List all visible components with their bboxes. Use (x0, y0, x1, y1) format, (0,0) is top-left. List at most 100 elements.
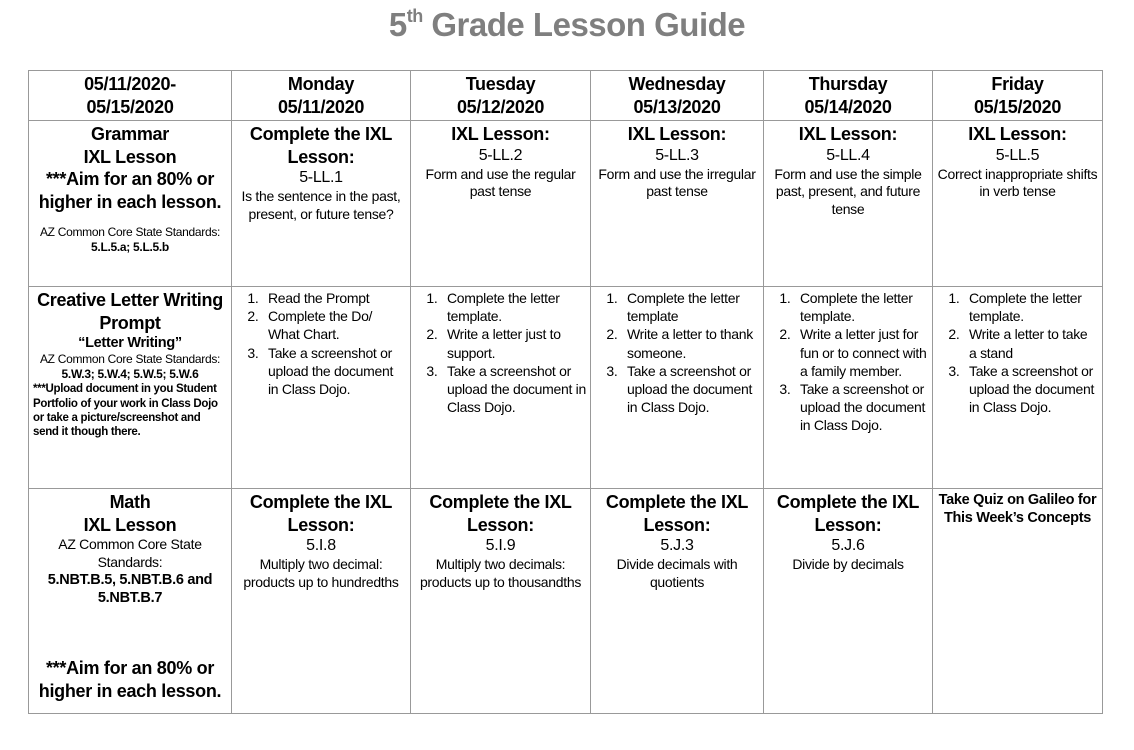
header-line: Wednesday (628, 74, 726, 94)
cell-text: Is the sentence in the past, present, or… (241, 188, 401, 222)
cell-text: 5-LL.3 (655, 146, 699, 164)
writing-day-cell: Complete the letter templateWrite a lett… (590, 286, 764, 489)
task-item: Complete the letter template (621, 289, 759, 325)
task-item: Complete the Do/ What Chart. (262, 307, 406, 343)
header-line: 05/13/2020 (633, 96, 721, 117)
writing-day-cell: Read the PromptComplete the Do/ What Cha… (231, 286, 411, 489)
cell-text: ***Upload document in you Student Portfo… (33, 383, 218, 439)
cell-text: IXL Lesson: (627, 124, 727, 144)
day-header: Wednesday 05/13/2020 (590, 70, 764, 121)
math-row: Math IXL Lesson AZ Common Core State Stand… (28, 488, 1103, 714)
task-item: Write a letter just for fun or to connec… (794, 325, 928, 380)
cell-text: Multiply two decimals: products up to th… (419, 556, 582, 590)
cell-text: Correct inappropriate shifts in verb ten… (937, 165, 1098, 200)
cell-text: 5.NBT.B.5, 5.NBT.B.6 and 5.NBT.B.7 (47, 572, 213, 607)
cell-text: IXL Lesson (83, 146, 177, 167)
header-line: 05/15/2020 (86, 96, 174, 117)
task-item: Write a letter just to support. (441, 325, 586, 361)
task-item: Read the Prompt (262, 289, 406, 307)
grammar-day-cell: IXL Lesson: 5-LL.2 Form and use the regula… (410, 120, 591, 287)
writing-day-cell: Complete the letter template.Write a let… (763, 286, 933, 489)
cell-text: 5.J.6 (831, 537, 865, 554)
cell-text: AZ Common Core State Standards: (39, 225, 221, 239)
cell-text: AZ Common Core State Standards: (58, 536, 202, 570)
header-line: 05/15/2020 (973, 96, 1062, 117)
cell-text: AZ Common Core State Standards: (39, 352, 221, 367)
cell-text: Complete the IXL Lesson: (249, 124, 393, 167)
task-item: Take a screenshot or upload the document… (441, 362, 586, 417)
spacer (33, 213, 227, 225)
task-list: Read the PromptComplete the Do/ What Cha… (236, 289, 406, 398)
title-number: 5 (388, 6, 407, 43)
cell-text: ***Aim for an 80% or higher in each less… (38, 169, 222, 212)
header-line: Tuesday (465, 74, 536, 94)
header-line: 05/11/2020 (277, 96, 365, 117)
cell-text: Divide decimals with quotients (616, 556, 738, 590)
spacer (33, 607, 227, 657)
cell-text: Grammar (91, 124, 169, 144)
math-day-cell: Take Quiz on Galileo for This Week’s Con… (932, 488, 1103, 714)
math-day-cell: Complete the IXL Lesson: 5.J.6 Divide by d… (763, 488, 933, 714)
math-subject-cell: Math IXL Lesson AZ Common Core State Stand… (28, 488, 232, 714)
task-item: Complete the letter template. (963, 289, 1098, 325)
cell-text: Complete the IXL Lesson: (249, 492, 393, 535)
task-list: Complete the letter template.Write a let… (937, 289, 1098, 416)
title-text: Grade Lesson Guide (431, 6, 746, 43)
lesson-table: 05/11/2020- 05/15/2020 Monday 05/11/2020 Tue… (28, 70, 1103, 714)
header-line: Monday (287, 74, 355, 94)
cell-text: IXL Lesson (83, 514, 177, 535)
cell-text: Multiply two decimal: products up to hun… (243, 556, 399, 590)
cell-text: 5.W.3; 5.W.4; 5.W.5; 5.W.6 (61, 367, 199, 382)
week-range-header: 05/11/2020- 05/15/2020 (28, 70, 232, 121)
cell-text: Complete the IXL Lesson: (776, 492, 920, 535)
task-item: Write a letter to take a stand (963, 325, 1098, 361)
header-line: Friday (991, 74, 1044, 94)
cell-text: 5-LL.1 (299, 169, 343, 186)
math-day-cell: Complete the IXL Lesson: 5.I.9 Multiply tw… (410, 488, 591, 714)
grammar-subject-cell: Grammar IXL Lesson ***Aim for an 80% or hi… (28, 120, 232, 287)
task-list: Complete the letter template.Write a let… (415, 289, 586, 416)
task-item: Take a screenshot or upload the document… (794, 380, 928, 435)
task-item: Write a letter to thank someone. (621, 325, 759, 361)
cell-text: 5-LL.4 (826, 146, 870, 164)
cell-text: Complete the IXL Lesson: (605, 492, 749, 535)
writing-subject-cell: Creative Letter Writing Prompt “Letter Wr… (28, 286, 232, 489)
cell-text: Form and use the irregular past tense (598, 165, 756, 200)
header-row: 05/11/2020- 05/15/2020 Monday 05/11/2020 Tue… (28, 70, 1103, 121)
header-line: 05/11/2020- (84, 74, 176, 94)
cell-text: “Letter Writing” (78, 335, 182, 351)
task-item: Complete the letter template. (441, 289, 586, 325)
task-item: Complete the letter template. (794, 289, 928, 325)
cell-text: 5.I.8 (306, 537, 336, 554)
cell-text: Take Quiz on Galileo for This Week’s Con… (938, 492, 1097, 527)
cell-text: Divide by decimals (792, 556, 904, 572)
cell-text: Complete the IXL Lesson: (429, 492, 572, 535)
cell-text: IXL Lesson: (968, 124, 1067, 144)
cell-text: 5.I.9 (485, 537, 516, 554)
cell-text: 5.J.3 (660, 537, 694, 554)
header-line: 05/12/2020 (456, 96, 545, 117)
task-item: Take a screenshot or upload the document… (621, 362, 759, 417)
grammar-day-cell: Complete the IXL Lesson: 5-LL.1 Is the sen… (231, 120, 411, 287)
math-day-cell: Complete the IXL Lesson: 5.I.8 Multiply tw… (231, 488, 411, 714)
writing-row: Creative Letter Writing Prompt “Letter Wr… (28, 286, 1103, 489)
cell-text: ***Aim for an 80% or higher in each less… (38, 658, 222, 701)
title-suffix: th (406, 6, 424, 26)
cell-text: 5-LL.5 (995, 146, 1040, 164)
task-item: Take a screenshot or upload the document… (963, 362, 1098, 417)
day-header: Tuesday 05/12/2020 (410, 70, 591, 121)
task-list: Complete the letter template.Write a let… (768, 289, 928, 435)
day-header: Monday 05/11/2020 (231, 70, 411, 121)
writing-day-cell: Complete the letter template.Write a let… (410, 286, 591, 489)
day-header: Thursday 05/14/2020 (763, 70, 933, 121)
grammar-day-cell: IXL Lesson: 5-LL.3 Form and use the irregu… (590, 120, 764, 287)
cell-text: Math (109, 492, 151, 512)
header-line: 05/14/2020 (804, 96, 892, 117)
cell-text: Form and use the simple past, present, a… (774, 165, 922, 217)
cell-text: IXL Lesson: (451, 124, 550, 144)
day-header: Friday 05/15/2020 (932, 70, 1103, 121)
task-item: Take a screenshot or upload the document… (262, 344, 406, 399)
cell-text: Creative Letter Writing Prompt (37, 290, 223, 333)
cell-text: Form and use the regular past tense (425, 165, 576, 200)
math-day-cell: Complete the IXL Lesson: 5.J.3 Divide deci… (590, 488, 764, 714)
